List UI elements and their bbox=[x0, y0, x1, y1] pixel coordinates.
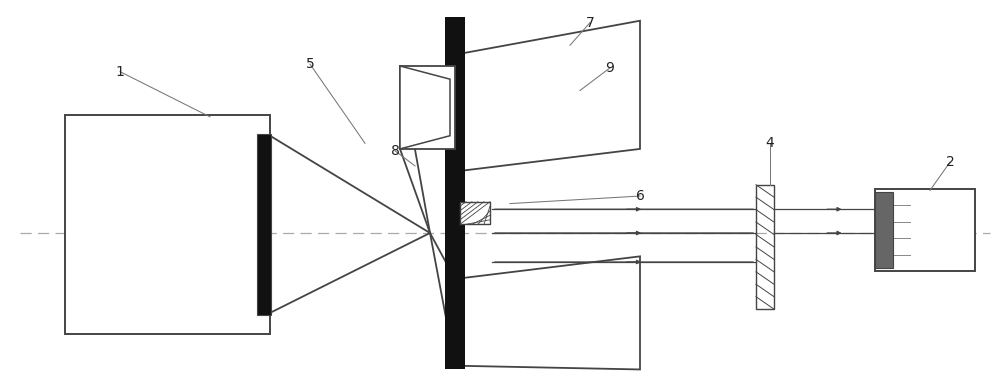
Polygon shape bbox=[455, 256, 640, 369]
Text: 2: 2 bbox=[946, 155, 954, 169]
Bar bbox=[257, 134, 271, 315]
Polygon shape bbox=[400, 66, 450, 149]
Bar bbox=[65, 115, 270, 334]
Text: 5: 5 bbox=[306, 57, 314, 71]
Text: 9: 9 bbox=[606, 61, 614, 75]
Bar bbox=[460, 202, 490, 224]
Text: 7: 7 bbox=[586, 15, 594, 30]
Text: 4: 4 bbox=[766, 136, 774, 150]
Bar bbox=[756, 185, 774, 309]
Text: 1: 1 bbox=[116, 64, 124, 79]
Bar bbox=[445, 17, 465, 369]
Text: 6: 6 bbox=[636, 189, 644, 203]
Polygon shape bbox=[455, 21, 640, 172]
Bar bbox=[875, 192, 893, 268]
Bar bbox=[400, 66, 455, 149]
Text: 8: 8 bbox=[391, 144, 399, 158]
Bar bbox=[875, 188, 975, 271]
